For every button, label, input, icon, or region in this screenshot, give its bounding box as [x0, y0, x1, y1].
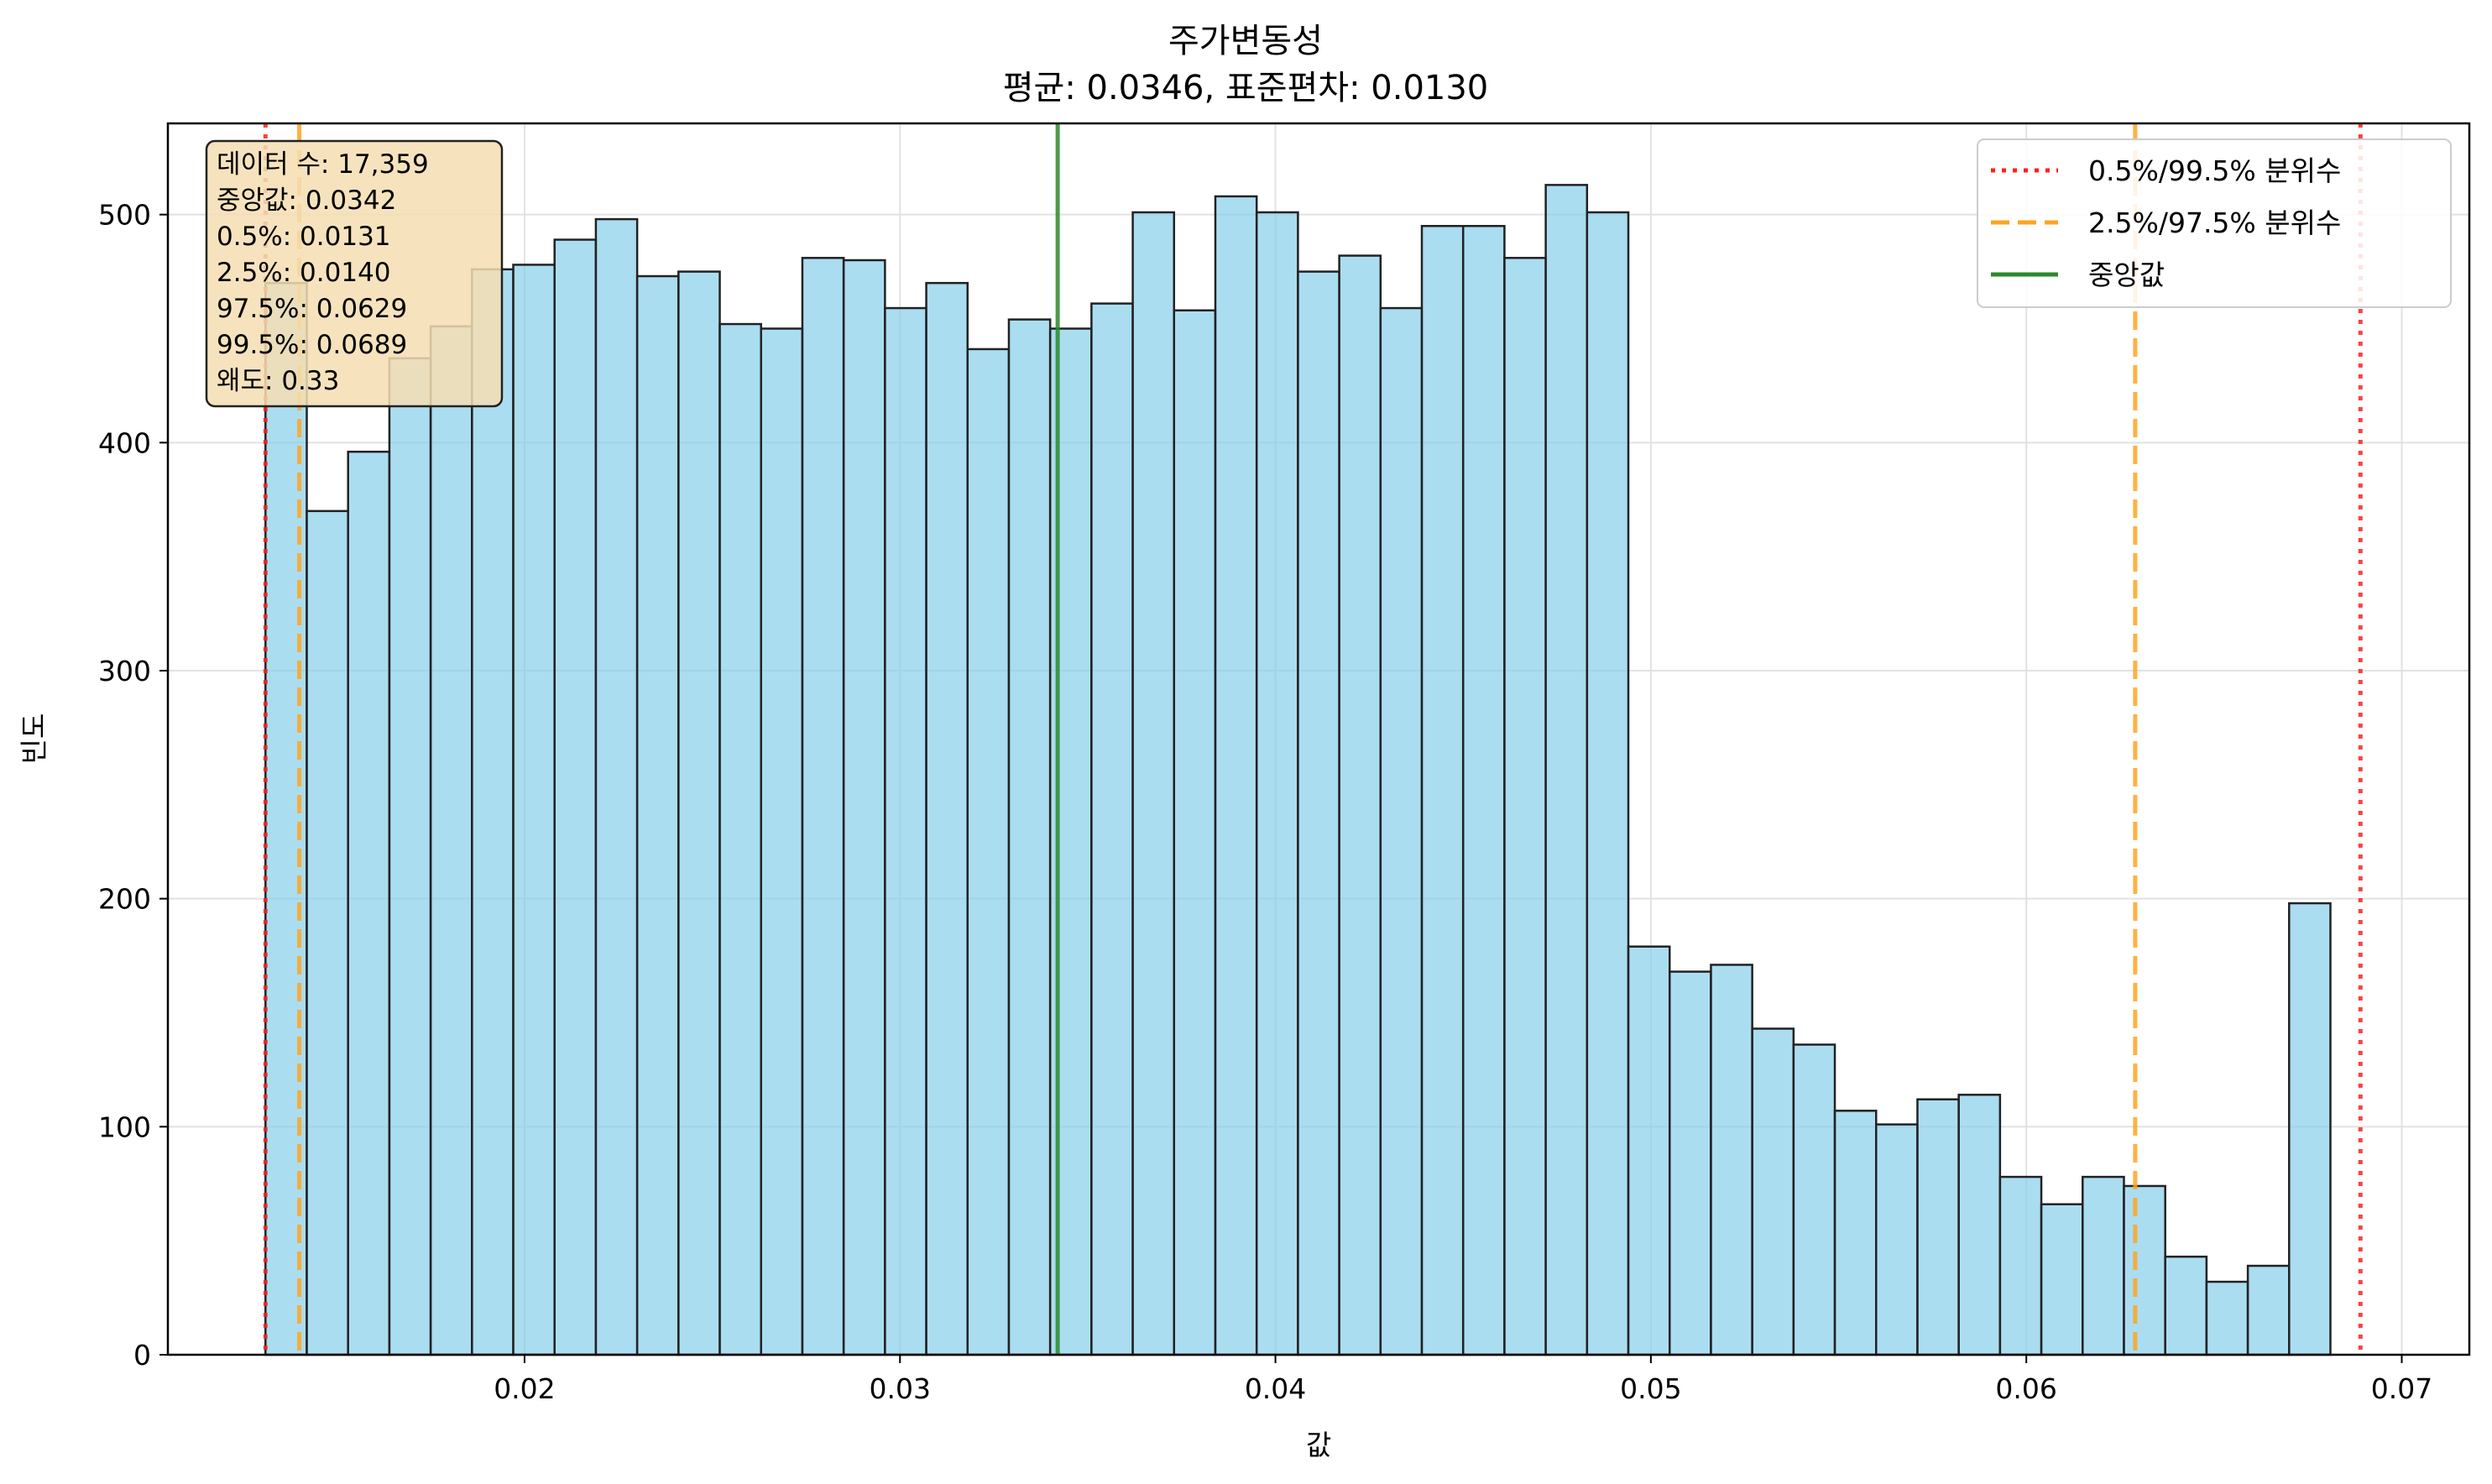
legend-label: 0.5%/99.5% 분위수 [2088, 154, 2341, 187]
histogram-bar [2205, 1280, 2249, 1356]
histogram-bar [1998, 1175, 2043, 1356]
histogram-bar [1875, 1123, 1919, 1356]
legend-box [1977, 138, 2452, 308]
x-tick-label: 0.07 [2371, 1372, 2432, 1405]
histogram-bar [1544, 184, 1589, 1356]
histogram-bar [347, 450, 391, 1356]
histogram-bar [2082, 1175, 2125, 1356]
histogram-bar [1297, 270, 1340, 1356]
histogram-bar [264, 281, 308, 1356]
stats-line: 0.5%: 0.0131 [217, 222, 391, 252]
histogram-bar [1668, 970, 1712, 1356]
histogram-bar [1173, 309, 1217, 1356]
histogram-bar [2040, 1203, 2084, 1356]
histogram-bar [2288, 901, 2332, 1356]
stats-line: 97.5%: 0.0629 [217, 294, 407, 324]
legend-label: 2.5%/97.5% 분위수 [2088, 206, 2341, 239]
x-tick-label: 0.03 [870, 1372, 931, 1405]
x-tick-label: 0.06 [1995, 1372, 2056, 1405]
y-axis-ticks: 0 100 200 300 400 500 [98, 199, 168, 1372]
histogram-bar [1627, 945, 1671, 1356]
histogram-bar [1751, 1027, 1795, 1356]
stats-box-background [205, 139, 504, 408]
histogram-bar [677, 270, 721, 1356]
histogram-bar [429, 325, 473, 1356]
histogram-bar [1710, 964, 1753, 1356]
histogram-bar [1957, 1094, 2002, 1356]
stats-line: 중앙값: 0.0342 [217, 186, 396, 216]
histogram-bars [264, 184, 2332, 1356]
y-tick-label: 200 [98, 883, 151, 916]
histogram-bar [1090, 302, 1134, 1356]
histogram-bar [842, 259, 886, 1356]
histogram-bar [1007, 318, 1052, 1356]
legend: 0.5%/99.5% 분위수 2.5%/97.5% 분위수 중앙값 [1977, 138, 2452, 308]
x-tick-label: 0.04 [1245, 1372, 1306, 1405]
chart-subtitle: 평균: 0.0346, 표준편차: 0.0130 [1003, 69, 1489, 107]
histogram-bar [594, 217, 639, 1356]
plot-frame [166, 122, 2471, 1356]
histogram-bar [635, 274, 680, 1356]
histogram-bar [760, 327, 804, 1356]
histogram-bar [1792, 1043, 1836, 1356]
histogram-bar [1916, 1098, 1960, 1356]
stats-line: 데이터 수: 17,359 [217, 149, 429, 180]
x-tick-label: 0.05 [1620, 1372, 1681, 1405]
y-axis-label: 빈도 [18, 713, 50, 765]
y-tick-label: 500 [98, 199, 151, 232]
histogram-bar [925, 281, 969, 1356]
histogram-bar [553, 238, 598, 1356]
histogram-bar [1214, 195, 1258, 1356]
histogram-bar [512, 264, 556, 1356]
histogram-bar [1503, 257, 1547, 1356]
stats-line: 왜도: 0.33 [217, 366, 339, 396]
chart-title: 주가변동성 [1168, 22, 1323, 60]
histogram-bar [718, 322, 762, 1356]
x-axis-label: 값 [1306, 1429, 1331, 1461]
x-axis-ticks: 0.02 0.03 0.04 0.05 0.06 0.07 [494, 1355, 2432, 1405]
histogram-bar [1461, 225, 1506, 1356]
histogram-bar [1420, 225, 1465, 1356]
histogram-bar [1586, 211, 1630, 1356]
histogram-bar [801, 257, 845, 1356]
histogram-bar [1255, 211, 1299, 1356]
stats-line: 99.5%: 0.0689 [217, 330, 407, 360]
legend-label: 중앙값 [2088, 259, 2165, 291]
y-tick-label: 100 [98, 1110, 151, 1143]
histogram-bar [306, 509, 349, 1356]
histogram-bar [2246, 1264, 2291, 1356]
stats-box: 데이터 수: 17,359 중앙값: 0.0342 0.5%: 0.0131 2… [205, 139, 504, 408]
histogram-bar [2164, 1255, 2208, 1356]
histogram-bar [1379, 306, 1424, 1356]
histogram-bar [966, 347, 1011, 1356]
stats-line: 2.5%: 0.0140 [217, 258, 391, 288]
x-tick-label: 0.02 [494, 1372, 555, 1405]
y-tick-label: 300 [98, 655, 151, 687]
histogram-bar [1833, 1110, 1878, 1356]
histogram-bar [471, 268, 515, 1356]
y-tick-label: 0 [133, 1339, 151, 1372]
histogram-bar [388, 357, 432, 1356]
histogram-bar [2123, 1184, 2166, 1356]
histogram-bar [884, 306, 927, 1356]
histogram-bar [1131, 211, 1176, 1356]
histogram-bar [1338, 254, 1382, 1356]
y-tick-label: 400 [98, 426, 151, 459]
